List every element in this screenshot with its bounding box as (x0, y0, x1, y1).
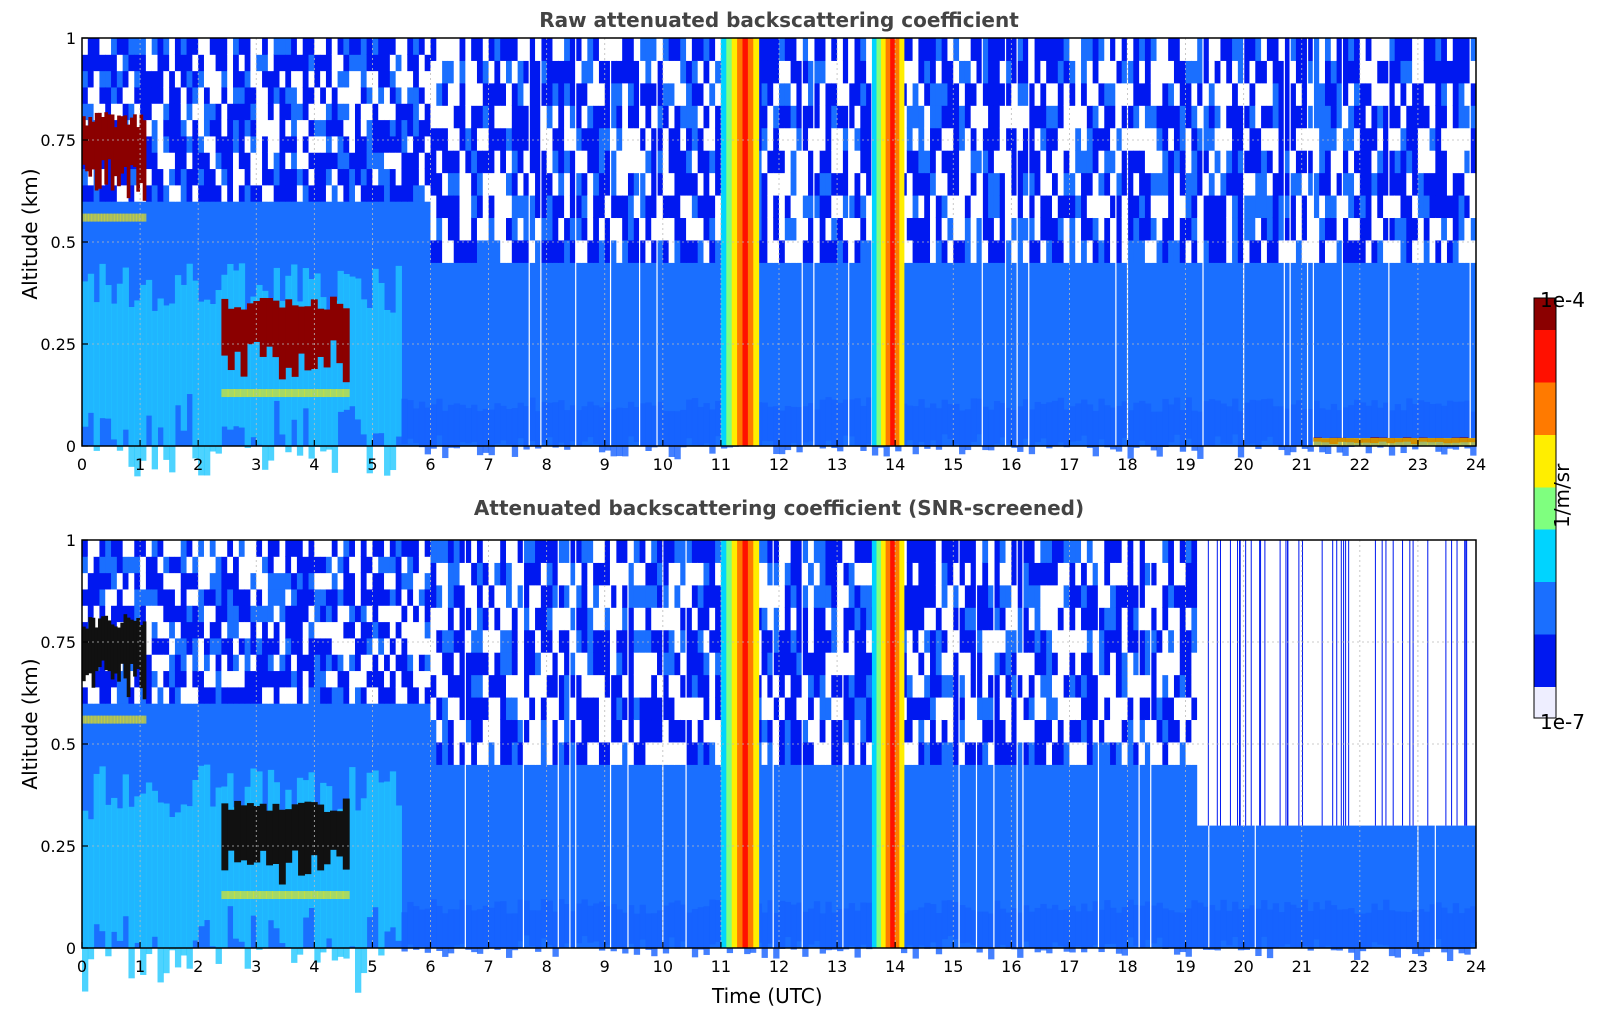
panel1-xtick-label: 22 (1350, 455, 1370, 474)
panel2-xtick-label: 17 (1059, 957, 1079, 976)
panel2-xtick-label: 20 (1233, 957, 1253, 976)
panel2-xtick-label: 23 (1408, 957, 1428, 976)
panel1-xtick-label: 20 (1233, 455, 1253, 474)
panel2-xtick-label: 16 (1001, 957, 1021, 976)
panel1-xtick-label: 4 (309, 455, 319, 474)
colorbar-unit-label: 1/m/sr (1550, 463, 1574, 528)
panel1-xtick-label: 10 (653, 455, 673, 474)
panel1-xtick-label: 7 (483, 455, 493, 474)
panel2-xtick-label: 8 (542, 957, 552, 976)
panel2-ytick-label: 1 (66, 531, 76, 550)
colorbar-max-label: 1e-4 (1540, 288, 1585, 312)
panel2-xtick-label: 5 (367, 957, 377, 976)
panel1-xtick-label: 15 (943, 455, 963, 474)
panel1-xtick-label: 5 (367, 455, 377, 474)
panel1-xtick-label: 2 (193, 455, 203, 474)
panel2-ytick-label: 0.5 (51, 735, 76, 754)
panel1-xtick-label: 1 (135, 455, 145, 474)
panel1-title: Raw attenuated backscattering coefficien… (539, 8, 1019, 32)
panel2-xtick-label: 18 (1117, 957, 1137, 976)
panel2-xtick-label: 7 (483, 957, 493, 976)
panel2-xtick-label: 3 (251, 957, 261, 976)
panel1-xtick-label: 13 (827, 455, 847, 474)
colorbar (1533, 297, 1557, 719)
colorbar-min-label: 1e-7 (1540, 710, 1585, 734)
panel2-xtick-label: 6 (425, 957, 435, 976)
panel2-xtick-label: 15 (943, 957, 963, 976)
panel2-xtick-label: 19 (1175, 957, 1195, 976)
panel1-xtick-label: 24 (1466, 455, 1486, 474)
panel2-xtick-label: 9 (600, 957, 610, 976)
panel1-xtick-label: 19 (1175, 455, 1195, 474)
panel2-ylabel: Altitude (km) (18, 658, 42, 790)
panel2-xtick-label: 2 (193, 957, 203, 976)
panel1-xtick-label: 17 (1059, 455, 1079, 474)
panel1-xtick-label: 12 (769, 455, 789, 474)
panel1-xtick-label: 23 (1408, 455, 1428, 474)
panel1-ytick-label: 1 (66, 29, 76, 48)
panel1-xtick-label: 9 (600, 455, 610, 474)
panel1-xtick-label: 21 (1292, 455, 1312, 474)
panel1-ytick-label: 0 (66, 437, 76, 456)
panel1-xtick-label: 18 (1117, 455, 1137, 474)
panel2-ytick-label: 0.75 (40, 633, 76, 652)
panel1-xtick-label: 6 (425, 455, 435, 474)
panel2-xtick-label: 12 (769, 957, 789, 976)
panel2-ytick-label: 0.25 (40, 837, 76, 856)
panel2-xtick-label: 14 (885, 957, 905, 976)
panel1-xtick-label: 3 (251, 455, 261, 474)
panel2-xtick-label: 21 (1292, 957, 1312, 976)
panel1-xtick-label: 14 (885, 455, 905, 474)
panel1-ytick-label: 0.25 (40, 335, 76, 354)
panel2-xtick-label: 4 (309, 957, 319, 976)
panel2-xtick-label: 10 (653, 957, 673, 976)
panel1-xtick-label: 0 (77, 455, 87, 474)
panel1-xtick-label: 11 (711, 455, 731, 474)
panel2-xtick-label: 22 (1350, 957, 1370, 976)
panel1-xtick-label: 16 (1001, 455, 1021, 474)
panel1-ytick-label: 0.75 (40, 131, 76, 150)
panel2-xtick-label: 11 (711, 957, 731, 976)
panel1-ytick-label: 0.5 (51, 233, 76, 252)
panel2-ytick-label: 0 (66, 939, 76, 958)
panel2-xtick-label: 0 (77, 957, 87, 976)
panel2-xlabel: Time (UTC) (712, 984, 823, 1008)
panel1-xtick-label: 8 (542, 455, 552, 474)
panel2-xtick-label: 24 (1466, 957, 1486, 976)
panel2-title: Attenuated backscattering coefficient (S… (473, 496, 1085, 520)
panel2-xtick-label: 1 (135, 957, 145, 976)
panel2-xtick-label: 13 (827, 957, 847, 976)
